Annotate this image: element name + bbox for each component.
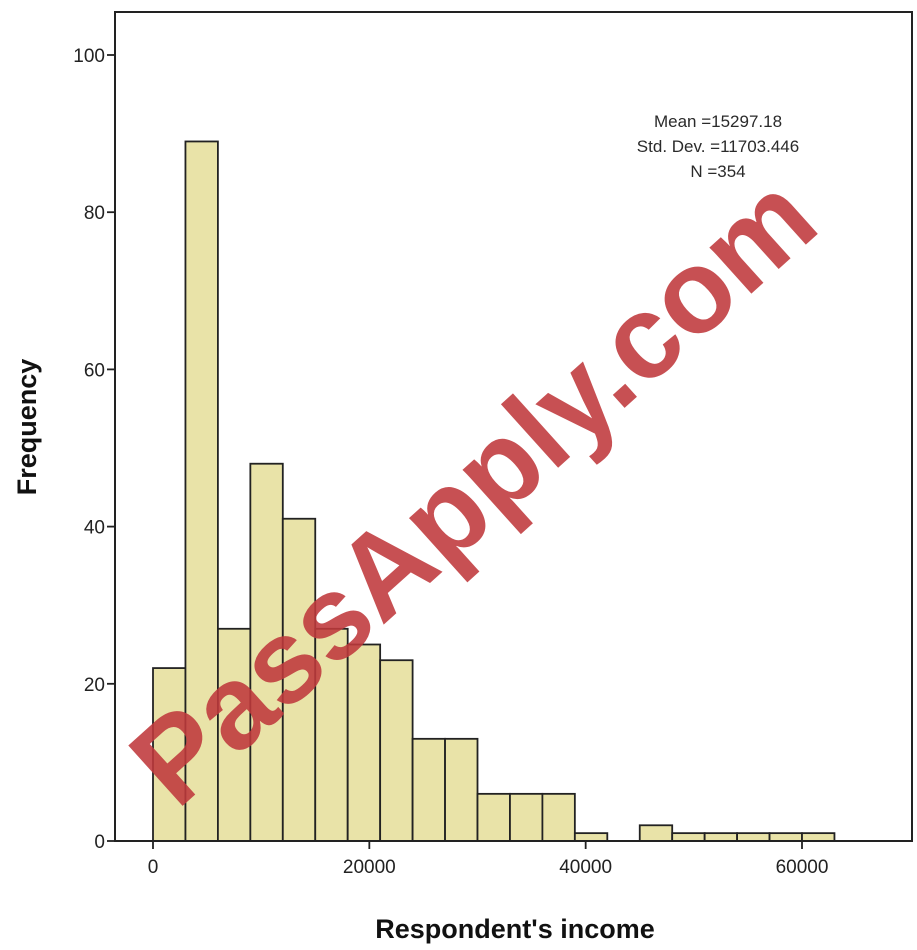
stats-n-label: N =354: [690, 162, 745, 181]
histogram-bar: [736, 832, 771, 842]
x-tick-label: 20000: [343, 857, 396, 878]
histogram-bar: [801, 832, 836, 842]
y-tick-label: 60: [84, 360, 105, 381]
histogram-bar: [444, 737, 479, 842]
histogram-bar: [509, 792, 544, 842]
histogram-bar: [541, 792, 576, 842]
histogram-bar: [152, 667, 187, 842]
x-tick-label: 0: [148, 857, 159, 878]
histogram-bar: [411, 737, 446, 842]
histogram-bar: [671, 832, 706, 842]
y-tick-label: 100: [73, 46, 105, 67]
ticks-layer: 0 20 40 60 80 100 0 20000 40000 60000: [73, 46, 828, 878]
histogram-bar: [379, 659, 414, 842]
histogram-bar: [184, 140, 219, 842]
histogram-bar: [314, 627, 349, 842]
y-axis-title: Frequency: [12, 359, 42, 496]
plot-frame: [114, 11, 913, 842]
y-tick-label: 20: [84, 675, 105, 696]
histogram-bar: [768, 832, 803, 842]
y-tick-label: 40: [84, 518, 105, 539]
stats-mean-label: Mean =15297.18: [654, 112, 782, 131]
y-tick-label: 0: [94, 832, 105, 853]
histogram-bar: [638, 824, 674, 842]
axes-layer: [114, 11, 913, 842]
histogram-bar: [573, 832, 609, 842]
histogram-bar: [476, 792, 511, 842]
x-axis-title: Respondent's income: [375, 914, 654, 944]
bars-layer: [152, 140, 836, 842]
x-tick-label: 40000: [559, 857, 612, 878]
y-tick-label: 80: [84, 203, 105, 224]
x-tick-label: 60000: [776, 857, 829, 878]
histogram-bar: [703, 832, 739, 842]
stats-std-dev-label: Std. Dev. =11703.446: [637, 137, 799, 156]
